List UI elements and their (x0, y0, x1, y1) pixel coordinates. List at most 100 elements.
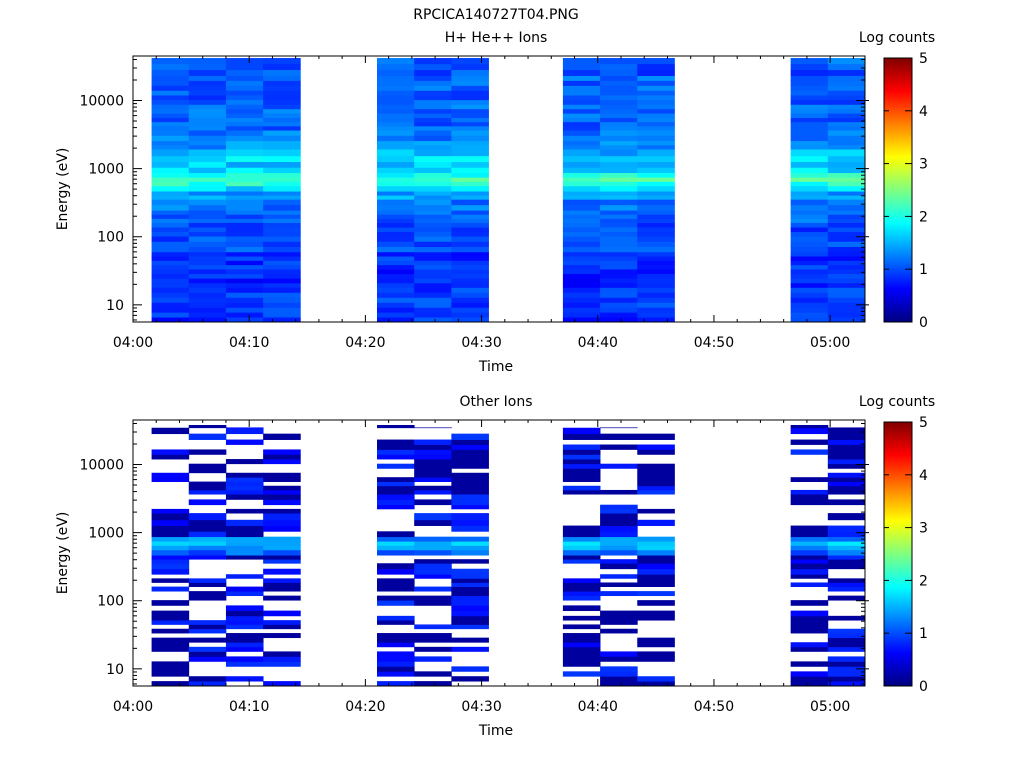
spectrogram-cell (414, 489, 452, 495)
spectrogram-cell (600, 282, 638, 288)
spectrogram-cell (637, 181, 675, 187)
spectrogram-cell (562, 199, 601, 206)
spectrogram-cell (151, 297, 190, 303)
spectrogram-cell (188, 95, 227, 101)
spectrogram-cell (225, 637, 264, 643)
spectrogram-cell (263, 218, 301, 223)
spectrogram-cell (827, 130, 866, 136)
spectrogram-cell (225, 167, 264, 174)
spectrogram-cell (451, 568, 489, 575)
spectrogram-cell (151, 149, 190, 157)
spectrogram-cell (637, 468, 675, 474)
spectrogram-cell (188, 485, 227, 491)
spectrogram-cell (637, 130, 675, 136)
spectrogram-cell (600, 191, 638, 196)
spectrogram-cell (790, 90, 829, 96)
spectrogram-cell (188, 513, 227, 521)
spectrogram-cell (790, 600, 829, 606)
colorbar-tick-label: 1 (919, 262, 928, 278)
spectrogram-cell (188, 287, 227, 293)
spectrogram-cell (600, 463, 638, 469)
spectrogram-cell (451, 99, 489, 105)
spectrogram-cell (600, 99, 638, 105)
spectrogram-cell (451, 595, 489, 601)
spectrogram-cell (637, 246, 675, 253)
spectrogram-cell (188, 260, 227, 266)
spectrogram-cell (451, 676, 489, 682)
x-tick-label: 04:20 (345, 699, 385, 715)
spectrogram-cell (377, 227, 415, 233)
spectrogram-cell (151, 454, 190, 460)
spectrogram-cell (637, 302, 675, 308)
spectrogram-cell (562, 468, 601, 474)
spectrogram-cell (377, 278, 415, 284)
spectrogram-cell (263, 578, 301, 583)
spectrogram-cell (225, 222, 264, 228)
spectrogram-cell (790, 130, 829, 136)
spectrogram-cell (827, 135, 866, 142)
spectrogram-cell (562, 75, 601, 81)
spectrogram-cell (188, 676, 227, 682)
spectrogram-cell (637, 218, 675, 223)
spectrogram-cell (188, 108, 227, 114)
spectrogram-cell (790, 302, 829, 308)
spectrogram-cell (263, 287, 301, 293)
spectrogram-cell (827, 260, 866, 266)
spectrogram-cell (151, 99, 190, 105)
spectrogram-cell (151, 155, 190, 162)
spectrogram-cell (451, 155, 489, 162)
spectrogram-cell (600, 108, 638, 114)
spectrogram-cell (562, 433, 601, 440)
spectrogram-cell (790, 75, 829, 81)
spectrogram-cell (377, 454, 415, 460)
spectrogram-cell (637, 177, 675, 182)
spectrogram-cell (790, 80, 829, 86)
y-axis: 10 100 1000 10000 (79, 422, 869, 685)
spectrogram-cell (451, 485, 489, 491)
spectrogram-cell (451, 439, 489, 445)
spectrogram-cell (263, 63, 301, 71)
spectrogram-cell (827, 264, 866, 270)
spectrogram-cell (377, 317, 415, 323)
spectrogram-cell (225, 624, 264, 630)
y-axis-label: Energy (eV) (55, 148, 71, 231)
spectrogram-cell (188, 595, 227, 601)
spectrogram-cell (188, 264, 227, 270)
spectrogram-cell (451, 177, 489, 182)
spectrogram-cell (600, 536, 638, 542)
spectrogram-cell (600, 256, 638, 261)
spectrogram-cell (263, 269, 301, 275)
spectrogram-cell (600, 90, 638, 96)
spectrogram-cell (562, 80, 601, 86)
spectrogram-cell (414, 282, 452, 288)
spectrogram-cell (263, 292, 301, 298)
spectrogram-cell (225, 536, 264, 542)
spectrogram-cell (451, 646, 489, 652)
spectrogram-cell (263, 256, 301, 261)
spectrogram-cell (600, 85, 638, 91)
spectrogram-cell (414, 454, 452, 460)
spectrogram-cell (263, 620, 301, 625)
spectrogram-cell (790, 292, 829, 298)
spectrogram-cell (225, 615, 264, 621)
spectrogram-cell (377, 222, 415, 228)
spectrogram-cell (827, 214, 866, 219)
spectrogram-cell (790, 231, 829, 237)
spectrogram-cell (225, 149, 264, 157)
spectrogram-cell (451, 214, 489, 219)
spectrogram-cell (600, 504, 638, 510)
spectrogram-cell (188, 282, 227, 288)
spectrogram-cell (263, 75, 301, 81)
spectrogram-cell (637, 191, 675, 196)
spectrogram-cell (600, 525, 638, 532)
spectrogram-cell (562, 204, 601, 211)
spectrogram-cell (377, 125, 415, 131)
spectrogram-cell (827, 149, 866, 157)
spectrogram-cell (637, 278, 675, 284)
spectrogram-cell (827, 489, 866, 495)
spectrogram-cell (151, 95, 190, 101)
spectrogram-cell (188, 297, 227, 303)
spectrogram-cell (151, 241, 190, 248)
spectrogram-cell (377, 95, 415, 101)
spectrogram-cell (790, 439, 829, 445)
